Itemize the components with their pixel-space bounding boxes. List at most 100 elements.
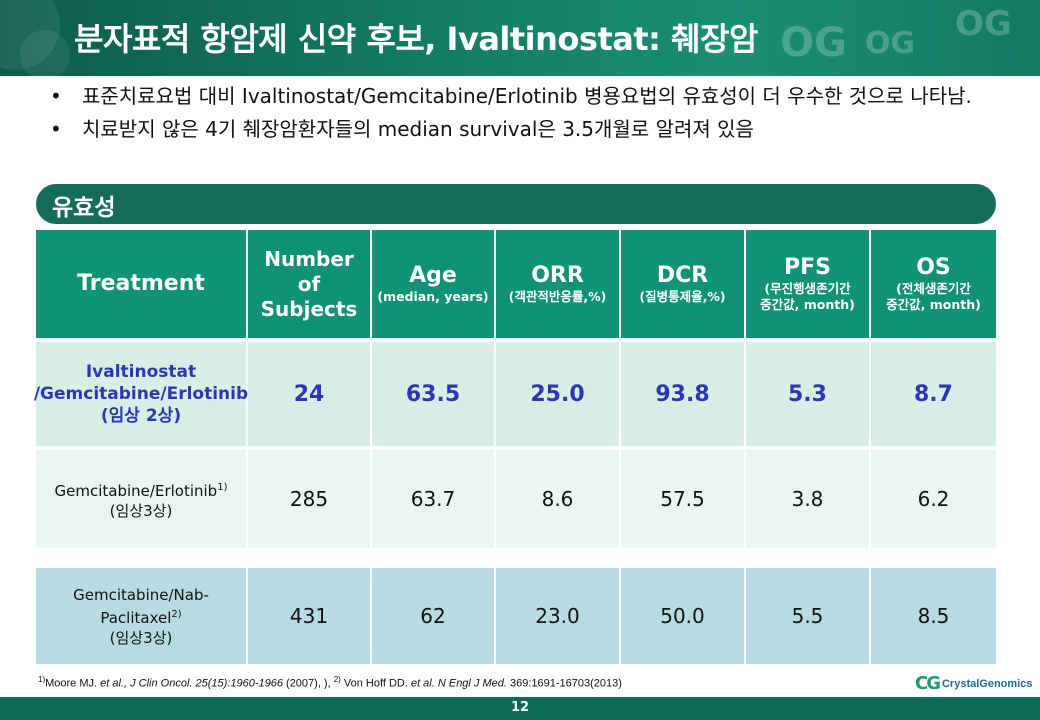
- footnote-journal: et al. N Engl J Med.: [410, 677, 507, 690]
- value-cell: 6.2: [871, 450, 996, 548]
- table-row: Gemcitabine/Nab-Paclitaxel2) (임상3상) 431 …: [36, 568, 996, 664]
- value-cell: 431: [248, 568, 372, 664]
- header-label: OS: [916, 255, 951, 280]
- footer-bar: 12: [0, 697, 1040, 720]
- subjects-value: 24: [293, 381, 325, 407]
- title-bar: 분자표적 항암제 신약 후보, Ivaltinostat: 췌장암 OG OG …: [0, 0, 1040, 76]
- footnote-text: Moore MJ.: [45, 677, 101, 690]
- watermark-logo: OG: [865, 26, 916, 61]
- table-row: Ivaltinostat /Gemcitabine/Erlotinib (임상 …: [33, 342, 996, 446]
- subjects-value: 431: [289, 604, 329, 628]
- bullet-dot: •: [50, 117, 62, 141]
- header-sublabel: (질병통제율,%): [639, 289, 726, 304]
- treatment-name-text: Gemcitabine/Nab-Paclitaxel: [73, 585, 209, 627]
- bullet-text: 표준치료요법 대비 Ivaltinostat/Gemcitabine/Erlot…: [82, 84, 972, 108]
- header-label: DCR: [656, 263, 709, 288]
- subjects-value: 285: [289, 487, 329, 511]
- treatment-name-text: Gemcitabine/Erlotinib: [54, 481, 218, 500]
- treatment-phase: (임상3상): [109, 501, 173, 520]
- orr-value: 25.0: [530, 381, 585, 407]
- bullet-item: • 표준치료요법 대비 Ivaltinostat/Gemcitabine/Erl…: [50, 83, 990, 109]
- value-cell: 25.0: [496, 342, 621, 446]
- reference-mark: 2): [171, 608, 182, 620]
- footnote-text: 369:1691-16703(2013): [506, 677, 622, 690]
- header-age: Age (median, years): [372, 230, 496, 338]
- value-cell: 62: [372, 568, 496, 664]
- treatment-name: Gemcitabine/Erlotinib1): [55, 478, 228, 501]
- value-cell: 8.7: [871, 342, 996, 446]
- efficacy-table: Treatment Number of Subjects Age (median…: [33, 230, 996, 664]
- treatment-name: Gemcitabine/Nab-Paclitaxel2): [36, 585, 246, 628]
- table-row: Gemcitabine/Erlotinib1) (임상3상) 285 63.7 …: [36, 450, 996, 548]
- header-orr: ORR (객관적반응률,%): [496, 230, 621, 338]
- header-label: PFS: [784, 255, 831, 280]
- header-sublabel: (객관적반응률,%): [508, 289, 607, 304]
- orr-value: 23.0: [535, 604, 580, 628]
- watermark-logo: OG: [955, 4, 1012, 44]
- bullet-list: • 표준치료요법 대비 Ivaltinostat/Gemcitabine/Erl…: [50, 83, 990, 149]
- treatment-name: /Gemcitabine/Erlotinib: [33, 384, 249, 404]
- header-os: OS (전체생존기간 중간값, month): [871, 230, 996, 338]
- decor-bubble: [20, 30, 70, 76]
- os-value: 8.7: [914, 381, 953, 407]
- treatment-phase: (임상3상): [109, 628, 173, 647]
- value-cell: 50.0: [621, 568, 746, 664]
- reference-mark: 1): [217, 481, 228, 493]
- treatment-cell: Gemcitabine/Erlotinib1) (임상3상): [36, 450, 248, 548]
- reference-mark: 2): [333, 675, 341, 684]
- value-cell: 285: [248, 450, 372, 548]
- os-value: 6.2: [917, 487, 950, 511]
- header-subjects: Number of Subjects: [248, 230, 372, 338]
- watermark-logo: OG: [780, 20, 847, 66]
- header-sublabel: (median, years): [377, 289, 489, 304]
- value-cell: 3.8: [746, 450, 871, 548]
- value-cell: 24: [248, 342, 372, 446]
- reference-mark: 1): [38, 675, 46, 684]
- company-logo: CG CrystalGenomics: [915, 673, 1032, 694]
- bullet-dot: •: [50, 84, 62, 108]
- bullet-text: 치료받지 않은 4기 췌장암환자들의 median survival은 3.5개…: [82, 117, 754, 141]
- pfs-value: 5.5: [791, 604, 824, 628]
- footnote: 1)Moore MJ. et al., J Clin Oncol. 25(15)…: [38, 675, 622, 690]
- age-value: 62: [420, 604, 446, 628]
- header-sublabel: (전체생존기간: [896, 281, 971, 296]
- section-title: 유효성: [52, 195, 116, 221]
- section-header: 유효성: [36, 184, 996, 224]
- header-treatment: Treatment: [36, 230, 248, 338]
- value-cell: 8.6: [496, 450, 621, 548]
- header-sublabel: (무진행생존기간: [764, 281, 851, 296]
- age-value: 63.7: [410, 487, 456, 511]
- age-value: 63.5: [405, 381, 461, 407]
- treatment-cell: Gemcitabine/Nab-Paclitaxel2) (임상3상): [36, 568, 248, 664]
- dcr-value: 93.8: [655, 381, 710, 407]
- value-cell: 63.7: [372, 450, 496, 548]
- value-cell: 63.5: [372, 342, 496, 446]
- dcr-value: 57.5: [660, 487, 705, 511]
- footnote-journal: et al., J Clin Oncol. 25(15):1960-1966: [100, 677, 283, 690]
- pfs-value: 5.3: [788, 381, 827, 407]
- value-cell: 23.0: [496, 568, 621, 664]
- treatment-cell: Ivaltinostat /Gemcitabine/Erlotinib (임상 …: [33, 342, 249, 446]
- header-label: of: [297, 271, 321, 296]
- page-title: 분자표적 항암제 신약 후보, Ivaltinostat: 췌장암: [74, 20, 758, 58]
- header-label: ORR: [531, 263, 584, 288]
- footnote-text: (2007), ),: [282, 677, 334, 690]
- page-number: 12: [510, 700, 530, 715]
- treatment-phase: (임상 2상): [100, 406, 182, 426]
- header-dcr: DCR (질병통제율,%): [621, 230, 746, 338]
- value-cell: 93.8: [621, 342, 746, 446]
- header-sublabel: 중간값, month): [886, 297, 981, 312]
- bullet-item: • 치료받지 않은 4기 췌장암환자들의 median survival은 3.…: [50, 116, 990, 142]
- header-sublabel: 중간값, month): [760, 297, 855, 312]
- value-cell: 57.5: [621, 450, 746, 548]
- header-label: Treatment: [77, 271, 205, 296]
- treatment-name: Ivaltinostat: [85, 362, 197, 382]
- dcr-value: 50.0: [660, 604, 705, 628]
- footnote-text: Von Hoff DD.: [340, 677, 411, 690]
- table-header-row: Treatment Number of Subjects Age (median…: [36, 230, 996, 338]
- os-value: 8.5: [917, 604, 950, 628]
- orr-value: 8.6: [541, 487, 574, 511]
- value-cell: 8.5: [871, 568, 996, 664]
- header-label: Age: [409, 263, 457, 288]
- header-pfs: PFS (무진행생존기간 중간값, month): [746, 230, 871, 338]
